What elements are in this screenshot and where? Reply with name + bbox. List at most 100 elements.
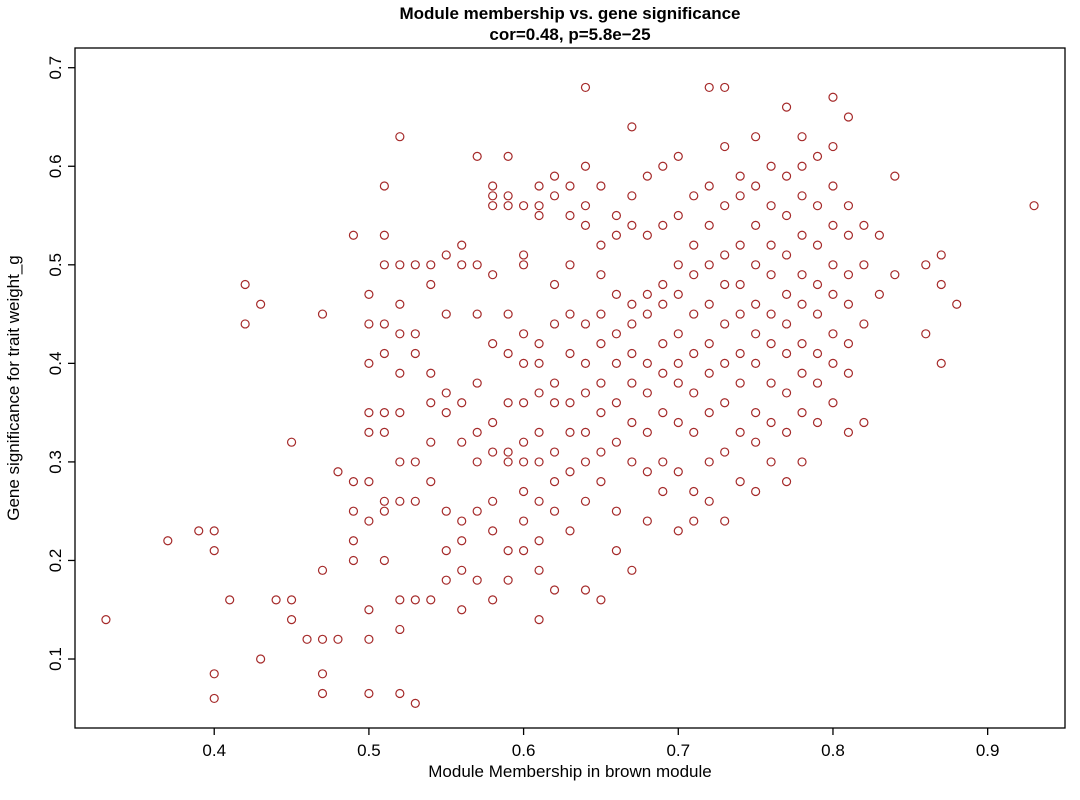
data-point <box>673 378 683 388</box>
data-point <box>751 437 761 447</box>
data-point <box>596 378 606 388</box>
data-point <box>735 171 745 181</box>
data-point <box>580 220 591 230</box>
data-point <box>426 368 436 378</box>
data-point <box>441 250 451 260</box>
data-point <box>317 688 328 699</box>
data-point <box>611 358 622 368</box>
y-tick-label: 0.6 <box>46 154 65 178</box>
data-point <box>580 585 591 595</box>
data-point <box>673 329 683 339</box>
data-point <box>766 309 776 319</box>
data-point <box>364 516 374 526</box>
x-tick-label: 0.5 <box>357 741 381 760</box>
data-point <box>348 506 359 516</box>
data-point <box>565 398 575 408</box>
data-point <box>410 698 420 708</box>
data-point <box>704 82 714 93</box>
data-point <box>488 339 498 349</box>
data-point <box>766 378 776 388</box>
data-point <box>689 516 699 526</box>
data-point <box>658 457 668 467</box>
data-point <box>565 260 575 270</box>
data-point <box>580 457 591 467</box>
data-point <box>580 496 591 506</box>
data-point <box>518 250 529 260</box>
data-point <box>673 289 683 299</box>
data-point <box>488 417 498 428</box>
data-point <box>735 279 745 290</box>
data-point <box>317 309 328 319</box>
data-point <box>549 398 560 408</box>
data-point <box>395 496 405 506</box>
y-tick-label: 0.4 <box>46 352 65 376</box>
x-tick-label: 0.9 <box>976 741 1000 760</box>
data-point <box>797 457 807 467</box>
data-point <box>704 220 714 230</box>
data-point <box>488 181 498 191</box>
data-point <box>704 299 714 309</box>
data-point <box>488 191 498 201</box>
y-tick-label: 0.2 <box>46 549 65 573</box>
data-point <box>720 398 730 408</box>
data-point <box>627 299 637 309</box>
chart-subtitle: cor=0.48, p=5.8e−25 <box>489 25 651 44</box>
data-point <box>921 329 931 339</box>
data-point <box>658 486 668 497</box>
data-point <box>379 506 389 516</box>
data-point <box>627 457 637 467</box>
data-point <box>704 339 714 349</box>
data-point <box>766 270 776 280</box>
data-point <box>333 634 343 644</box>
data-point <box>812 201 823 211</box>
data-point <box>549 191 560 201</box>
data-point <box>720 201 730 211</box>
data-point <box>642 230 652 240</box>
data-point <box>936 250 946 260</box>
data-point <box>410 260 420 270</box>
data-point <box>395 624 405 635</box>
data-point <box>503 309 513 319</box>
data-point <box>596 477 606 487</box>
data-point <box>658 279 668 290</box>
data-point <box>828 260 838 270</box>
data-point <box>720 279 730 290</box>
data-point <box>379 427 389 437</box>
data-point <box>503 447 513 457</box>
data-point <box>472 151 482 162</box>
data-point <box>395 329 405 339</box>
data-point <box>240 279 250 290</box>
data-point <box>534 181 544 191</box>
data-point <box>843 427 854 437</box>
data-point <box>642 358 652 368</box>
data-point <box>812 378 823 388</box>
data-point <box>364 688 374 699</box>
data-point <box>797 368 807 378</box>
data-point <box>952 299 962 309</box>
data-point <box>379 181 389 191</box>
data-point <box>503 575 513 585</box>
data-point <box>828 289 838 299</box>
data-point <box>781 210 792 221</box>
data-point <box>379 408 389 418</box>
data-point <box>766 201 776 211</box>
data-point <box>689 270 699 280</box>
x-tick-label: 0.8 <box>821 741 845 760</box>
data-point <box>921 260 931 270</box>
data-point <box>534 536 544 546</box>
x-tick-label: 0.4 <box>202 741 226 760</box>
data-point <box>580 319 591 329</box>
data-point <box>859 319 869 329</box>
data-point <box>441 309 451 319</box>
data-point <box>828 220 838 230</box>
data-point <box>797 191 807 201</box>
data-point <box>534 457 544 467</box>
data-point <box>534 427 544 437</box>
data-point <box>859 417 869 428</box>
chart-title: Module membership vs. gene significance <box>399 4 741 23</box>
data-point <box>658 368 668 378</box>
data-point <box>565 309 575 319</box>
data-point <box>534 496 544 506</box>
data-point <box>843 230 854 240</box>
